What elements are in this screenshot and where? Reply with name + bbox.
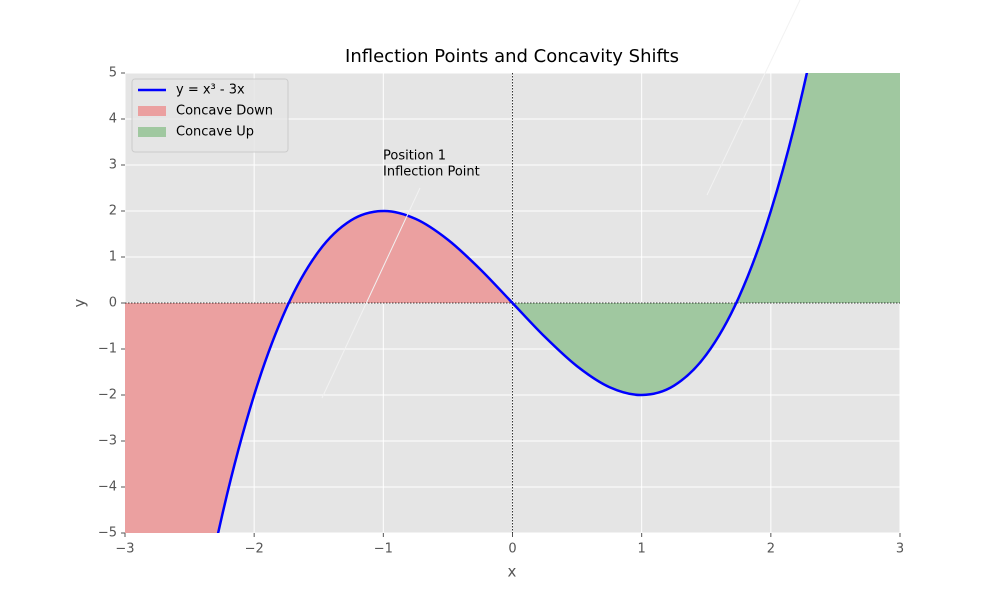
x-tick-label: −2 [245,542,264,557]
x-tick-label: −3 [115,542,134,557]
legend-label: y = x³ - 3x [176,83,245,98]
x-tick-label: 1 [638,542,646,557]
y-axis-label: y [71,298,89,307]
line [216,73,809,533]
y-tick-label: −1 [98,342,117,357]
area [512,73,900,396]
y-tick-label: 4 [109,112,117,127]
legend-swatch [138,106,166,116]
annotation: Position 1 [383,149,446,164]
y-tick-label: 1 [109,250,117,265]
annotation-arrow [706,0,801,196]
chart-title: Inflection Points and Concavity Shifts [345,46,679,67]
x-tick-label: 3 [896,542,904,557]
legend-box [131,78,289,153]
x-tick-label: −1 [374,542,393,557]
legend-label: Concave Down [176,104,273,119]
y-tick-label: 5 [109,66,117,81]
y-tick-label: 2 [109,204,117,219]
annotation-arrow [321,187,421,399]
legend-label: Concave Up [176,125,254,140]
legend-swatch [138,127,166,137]
y-tick-label: −2 [98,388,117,403]
x-tick-label: 2 [767,542,775,557]
x-tick-label: 0 [508,542,516,557]
y-tick-label: 0 [109,296,117,311]
y-tick-label: −4 [98,480,117,495]
area [125,210,513,533]
y-tick-label: −5 [98,526,117,541]
annotation: Inflection Point [383,165,480,180]
x-axis-label: x [508,563,517,581]
y-tick-label: −3 [98,434,117,449]
y-tick-label: 3 [109,158,117,173]
